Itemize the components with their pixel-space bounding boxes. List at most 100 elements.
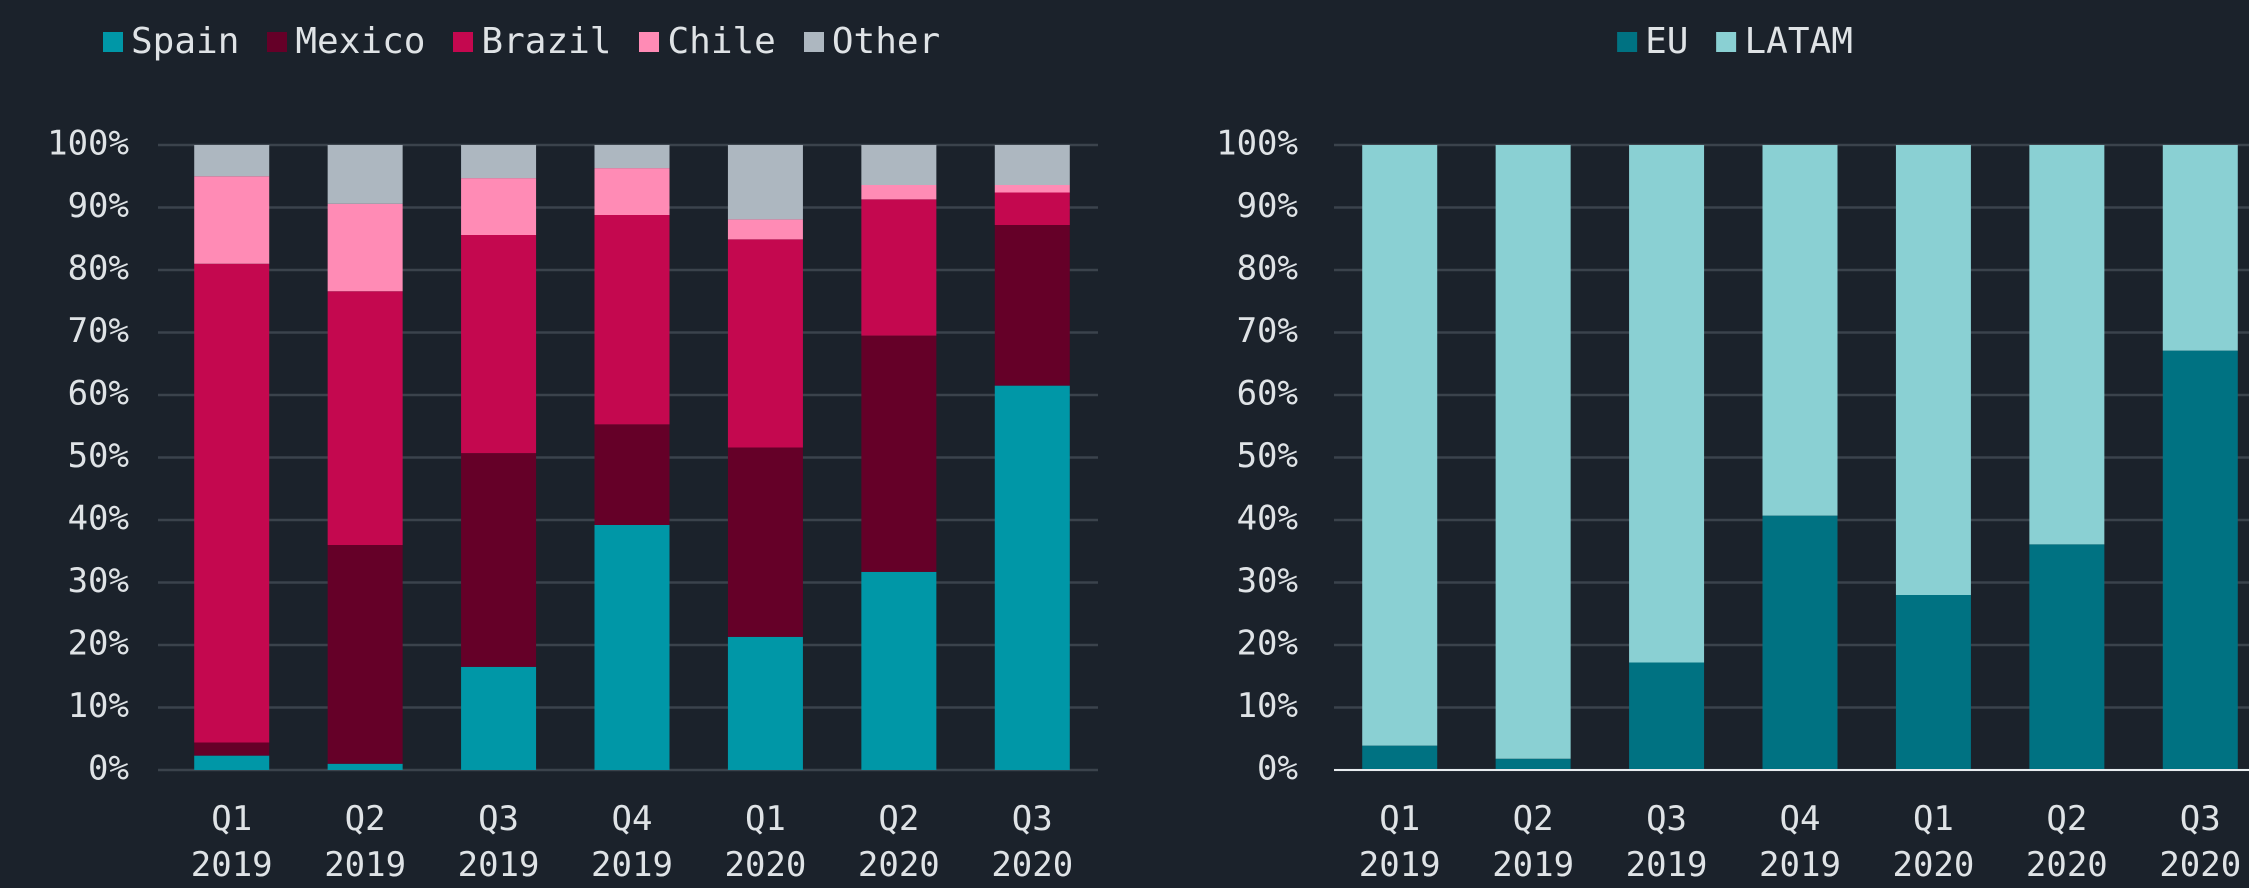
bar-segment <box>461 178 537 235</box>
bar-segment <box>727 145 803 220</box>
bar-segment <box>1762 145 1838 516</box>
bar-segment <box>994 185 1070 193</box>
legend-swatch <box>267 32 288 52</box>
x-tick-label: Q1 2019 <box>190 799 273 885</box>
bar-segment <box>194 145 270 177</box>
bar-segment <box>727 636 803 770</box>
bar-segment <box>2029 544 2105 770</box>
y-tick-label: 90% <box>68 186 129 226</box>
legend-item: Mexico <box>267 20 425 64</box>
bar-segment <box>994 225 1070 386</box>
bar-segment <box>594 168 670 215</box>
y-tick-label: 90% <box>1237 186 1298 226</box>
bar-segment <box>861 571 937 770</box>
y-tick-label: 70% <box>1237 311 1298 351</box>
legend-item: Chile <box>639 20 776 64</box>
bar-segment <box>994 385 1070 770</box>
bar-segment <box>727 239 803 448</box>
x-tick-label: Q2 2020 <box>857 799 940 885</box>
bar-segment <box>194 742 270 756</box>
y-tick-label: 20% <box>68 624 129 664</box>
bar-segment <box>594 215 670 425</box>
bar-segment <box>194 263 270 743</box>
legend-label: Chile <box>667 21 776 62</box>
bar-segment <box>727 219 803 240</box>
legend: Spain Mexico Brazil Chile Other <box>103 20 940 64</box>
bar-segment <box>461 235 537 454</box>
legend-item: Spain <box>103 20 239 64</box>
y-tick-label: 50% <box>68 436 129 476</box>
bar-segment <box>861 185 937 200</box>
y-tick-label: 60% <box>1237 374 1298 414</box>
bar-segment <box>1762 515 1838 770</box>
bar-segment <box>1629 662 1705 770</box>
x-tick-label: Q3 2019 <box>1625 799 1708 885</box>
y-tick-label: 80% <box>1237 249 1298 289</box>
bar-segment <box>1895 595 1971 770</box>
x-tick-label: Q2 2020 <box>2025 799 2108 885</box>
bar-segment <box>2029 145 2105 545</box>
y-tick-label: 100% <box>47 124 129 164</box>
legend-swatch <box>1617 32 1638 52</box>
y-tick-label: 10% <box>1237 686 1298 726</box>
y-tick-label: 40% <box>68 499 129 539</box>
legend-swatch <box>103 32 123 52</box>
y-tick-label: 80% <box>68 249 129 289</box>
bar-segment <box>327 545 403 764</box>
bar-segment <box>2162 145 2238 351</box>
x-tick-label: Q2 2019 <box>1492 799 1575 885</box>
y-tick-label: 50% <box>1237 436 1298 476</box>
bar-segment <box>594 145 670 169</box>
legend-label: EU <box>1645 21 1689 62</box>
legend-swatch <box>803 32 824 52</box>
legend-item: Other <box>803 20 941 64</box>
legend-swatch <box>1716 32 1737 52</box>
bar-segment <box>327 291 403 545</box>
bar-segment <box>1495 145 1571 759</box>
bar-segment <box>194 176 270 264</box>
bar-segment <box>1629 145 1705 663</box>
y-tick-label: 20% <box>1237 624 1298 664</box>
legend-label: Brazil <box>481 21 612 62</box>
y-tick-label: 40% <box>1237 499 1298 539</box>
y-tick-label: 70% <box>68 311 129 351</box>
y-tick-label: 60% <box>68 374 129 414</box>
bar-segment <box>461 453 537 667</box>
x-tick-label: Q1 2019 <box>1358 799 1441 885</box>
x-tick-label: Q4 2019 <box>591 799 673 885</box>
bar-segment <box>861 199 937 336</box>
x-tick-label: Q4 2019 <box>1759 799 1841 885</box>
bar-segment <box>994 192 1070 225</box>
y-tick-label: 0% <box>1257 749 1298 789</box>
y-tick-label: 100% <box>1216 124 1298 164</box>
x-tick-label: Q3 2020 <box>2159 799 2242 885</box>
legend-item: LATAM <box>1716 20 1853 64</box>
bar-segment <box>327 203 403 292</box>
legend: EU LATAM <box>1617 20 1853 64</box>
x-tick-label: Q1 2020 <box>724 799 807 885</box>
bar-segment <box>327 763 403 770</box>
bar-segment <box>861 145 937 185</box>
legend-item: Brazil <box>453 20 611 64</box>
bar-segment <box>994 145 1070 185</box>
y-tick-label: 10% <box>68 686 129 726</box>
legend-swatch <box>453 32 474 52</box>
legend-label: LATAM <box>1744 21 1853 62</box>
y-tick-label: 30% <box>1237 561 1298 601</box>
y-tick-label: 30% <box>68 561 129 601</box>
legend-label: Spain <box>131 21 240 62</box>
x-tick-label: Q1 2020 <box>1892 799 1975 885</box>
legend-label: Other <box>831 21 941 62</box>
bar-segment <box>194 755 270 770</box>
bar-segment <box>461 145 537 179</box>
y-tick-label: 0% <box>88 749 129 789</box>
bar-segment <box>727 447 803 637</box>
legend-swatch <box>639 32 660 52</box>
bar-segment <box>594 525 670 770</box>
bar-segment <box>327 145 403 204</box>
bar-segment <box>2162 350 2238 770</box>
bar-segment <box>1895 145 1971 595</box>
legend-label: Mexico <box>295 21 426 62</box>
bar-segment <box>861 335 937 572</box>
